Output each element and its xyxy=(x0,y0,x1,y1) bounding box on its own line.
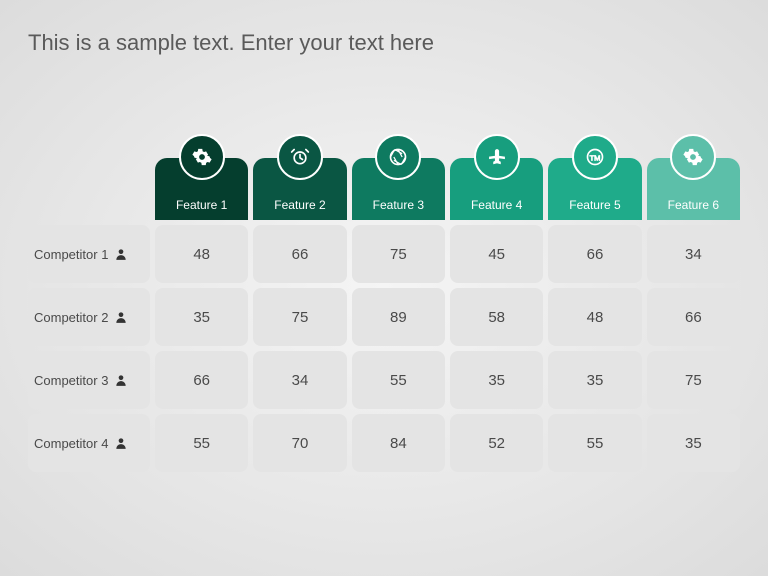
alarm-icon xyxy=(277,134,323,180)
feature-label: Feature 4 xyxy=(471,198,522,212)
table-cell: 48 xyxy=(548,288,641,346)
feature-label: Feature 3 xyxy=(373,198,424,212)
feature-label: Feature 1 xyxy=(176,198,227,212)
table-cell: 35 xyxy=(450,351,543,409)
feature-tab: TMFeature 5 xyxy=(548,158,641,220)
feature-header: Feature 2 xyxy=(253,125,346,220)
feature-tab: Feature 3 xyxy=(352,158,445,220)
person-icon xyxy=(114,247,128,261)
competitor-label: Competitor 1 xyxy=(28,225,150,283)
competitor-label: Competitor 2 xyxy=(28,288,150,346)
gear-icon xyxy=(179,134,225,180)
plane-icon xyxy=(474,134,520,180)
feature-header: Feature 4 xyxy=(450,125,543,220)
table-cell: 70 xyxy=(253,414,346,472)
feature-tab: Feature 1 xyxy=(155,158,248,220)
table-cell: 84 xyxy=(352,414,445,472)
person-icon xyxy=(114,436,128,450)
person-icon xyxy=(114,373,128,387)
table-cell: 48 xyxy=(155,225,248,283)
table-cell: 58 xyxy=(450,288,543,346)
table-cell: 66 xyxy=(647,288,740,346)
table-cell: 75 xyxy=(253,288,346,346)
table-cell: 66 xyxy=(155,351,248,409)
competitor-name: Competitor 2 xyxy=(34,310,108,325)
table-cell: 52 xyxy=(450,414,543,472)
table-cell: 45 xyxy=(450,225,543,283)
feature-header: TM Feature 5 xyxy=(548,125,641,220)
competitor-name: Competitor 3 xyxy=(34,373,108,388)
competitor-name: Competitor 1 xyxy=(34,247,108,262)
feature-header: Feature 1 xyxy=(155,125,248,220)
feature-tab: Feature 4 xyxy=(450,158,543,220)
table-cell: 35 xyxy=(647,414,740,472)
feature-label: Feature 2 xyxy=(274,198,325,212)
feature-header: Feature 6 xyxy=(647,125,740,220)
competitor-label: Competitor 4 xyxy=(28,414,150,472)
table-cell: 66 xyxy=(548,225,641,283)
table-cell: 89 xyxy=(352,288,445,346)
feature-label: Feature 6 xyxy=(668,198,719,212)
table-cell: 75 xyxy=(647,351,740,409)
table-cell: 66 xyxy=(253,225,346,283)
gear-icon xyxy=(670,134,716,180)
feature-tab: Feature 6 xyxy=(647,158,740,220)
competitor-name: Competitor 4 xyxy=(34,436,108,451)
svg-text:TM: TM xyxy=(590,153,601,162)
table-cell: 55 xyxy=(548,414,641,472)
person-icon xyxy=(114,310,128,324)
aperture-icon xyxy=(375,134,421,180)
feature-label: Feature 5 xyxy=(569,198,620,212)
page-title: This is a sample text. Enter your text h… xyxy=(28,30,434,56)
table-cell: 75 xyxy=(352,225,445,283)
table-cell: 35 xyxy=(155,288,248,346)
feature-tab: Feature 2 xyxy=(253,158,346,220)
table-corner xyxy=(28,125,150,220)
table-cell: 55 xyxy=(352,351,445,409)
tm-icon: TM xyxy=(572,134,618,180)
table-cell: 34 xyxy=(647,225,740,283)
table-cell: 34 xyxy=(253,351,346,409)
table-cell: 55 xyxy=(155,414,248,472)
competitor-label: Competitor 3 xyxy=(28,351,150,409)
feature-header: Feature 3 xyxy=(352,125,445,220)
comparison-table: Feature 1 Feature 2 Feature 3 Feature 4 TM Fe… xyxy=(28,125,740,472)
table-cell: 35 xyxy=(548,351,641,409)
